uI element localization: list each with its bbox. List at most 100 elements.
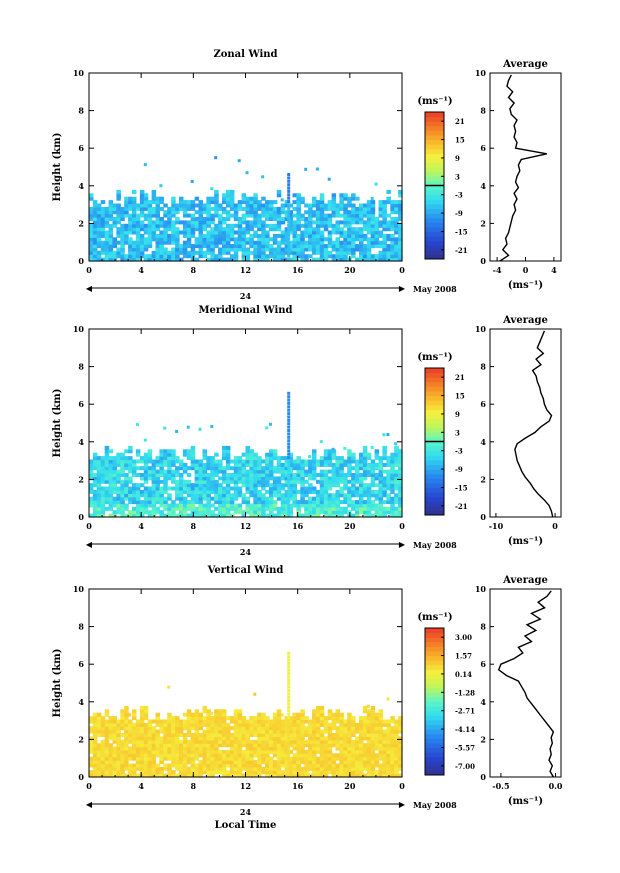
heatmap-cell: [249, 473, 254, 477]
heatmap-cell: [132, 729, 137, 734]
heatmap-cell: [218, 223, 223, 228]
heatmap-cell: [198, 237, 203, 242]
heatmap-cell: [229, 203, 235, 208]
heatmap-cell: [179, 719, 184, 724]
heatmap-cell: [116, 729, 121, 734]
heatmap-cell: [218, 513, 223, 518]
spike-cell: [287, 756, 291, 760]
heatmap-cell: [245, 254, 250, 259]
heatmap-cell: [241, 466, 247, 471]
heatmap-cell: [108, 489, 114, 494]
heatmap-cell: [323, 257, 329, 262]
heatmap-cell: [347, 223, 352, 228]
heatmap-cell: [284, 753, 290, 758]
heatmap-cell: [370, 227, 376, 232]
heatmap-cell: [300, 233, 305, 238]
heatmap-cell: [312, 760, 317, 765]
heatmap-cell: [194, 773, 200, 778]
heatmap-cell: [288, 716, 293, 721]
heatmap-cell: [319, 760, 325, 765]
heatmap-cell: [89, 257, 94, 262]
heatmap-cell: [280, 500, 286, 505]
heatmap-cell: [308, 749, 313, 754]
heatmap-cell: [339, 250, 344, 255]
heatmap-cell: [335, 763, 340, 768]
heatmap-cell: [343, 493, 348, 498]
heatmap-cell: [241, 247, 247, 252]
heatmap-cell: [355, 459, 360, 464]
heatmap-cell: [237, 770, 243, 775]
heatmap-cell: [167, 753, 172, 758]
heatmap-cell: [296, 213, 301, 218]
heatmap-cell: [261, 466, 266, 471]
heatmap-cell: [175, 756, 180, 761]
heatmap-cell: [175, 473, 180, 477]
heatmap-cell: [370, 729, 376, 734]
heatmap-cell: [92, 773, 98, 778]
heatmap-cell: [151, 206, 157, 211]
average-y-tick-label: 10: [475, 584, 487, 594]
heatmap-cell: [288, 227, 293, 232]
heatmap-cell: [163, 496, 168, 501]
heatmap-cell: [312, 200, 317, 205]
heatmap-cell: [359, 500, 364, 505]
heatmap-cell: [355, 237, 360, 242]
y-tick-label: 4: [78, 697, 84, 707]
heatmap-cell: [288, 223, 293, 228]
heatmap-cell: [175, 459, 180, 464]
heatmap-cell: [327, 203, 333, 208]
heatmap-cell: [292, 760, 297, 765]
heatmap-cell: [120, 227, 125, 232]
heatmap-cell: [147, 456, 153, 461]
heatmap-cell: [362, 220, 368, 225]
heatmap-cell: [198, 506, 203, 511]
heatmap-cell: [135, 486, 141, 491]
heatmap-cell: [272, 213, 278, 218]
heatmap-cell: [319, 476, 325, 481]
heatmap-cell: [186, 726, 192, 731]
heatmap-cell: [261, 230, 266, 235]
heatmap-cell: [312, 257, 317, 262]
heatmap-cell: [378, 223, 383, 228]
heatmap-cell: [233, 230, 239, 235]
heatmap-cell: [394, 496, 399, 501]
spike-cell: [287, 702, 291, 706]
heatmap-cell: [319, 462, 325, 467]
heatmap-cell: [245, 476, 250, 481]
colorbar-band: [425, 418, 444, 424]
heatmap-cell: [304, 506, 309, 511]
heatmap-cell: [269, 223, 274, 228]
spike-cell: [287, 479, 291, 483]
heatmap-cell: [104, 240, 110, 245]
heatmap-cell: [300, 500, 305, 505]
heatmap-cell: [159, 220, 164, 225]
heatmap-cell: [359, 756, 364, 761]
heatmap-cell: [296, 763, 301, 768]
heatmap-cell: [386, 500, 391, 505]
heatmap-cell: [386, 756, 391, 761]
heatmap-cell: [233, 719, 239, 724]
heatmap-cell: [343, 736, 348, 741]
heatmap-cell: [382, 760, 387, 765]
heatmap-cell: [382, 213, 387, 218]
heatmap-cell: [347, 250, 352, 255]
heatmap-cell: [171, 722, 176, 727]
average-y-tick-label: 0: [480, 256, 486, 266]
heatmap-cell: [351, 486, 356, 491]
heatmap-cell: [225, 736, 231, 741]
heatmap-cell: [261, 493, 266, 498]
spike-cell: [287, 439, 291, 443]
heatmap-cell: [284, 719, 290, 724]
heatmap-cell: [300, 766, 305, 771]
heatmap-cell: [394, 452, 399, 457]
panel-title: Meridional Wind: [198, 305, 292, 316]
heatmap-cell: [335, 770, 340, 775]
heatmap-cell: [343, 760, 348, 765]
heatmap-cell: [370, 746, 376, 751]
heatmap-cell: [124, 506, 129, 511]
heatmap-cell: [186, 223, 192, 228]
average-x-tick-label: 0: [552, 521, 558, 531]
heatmap-cell: [135, 493, 141, 498]
heatmap-cell: [374, 726, 380, 731]
heatmap-cell: [116, 500, 121, 505]
